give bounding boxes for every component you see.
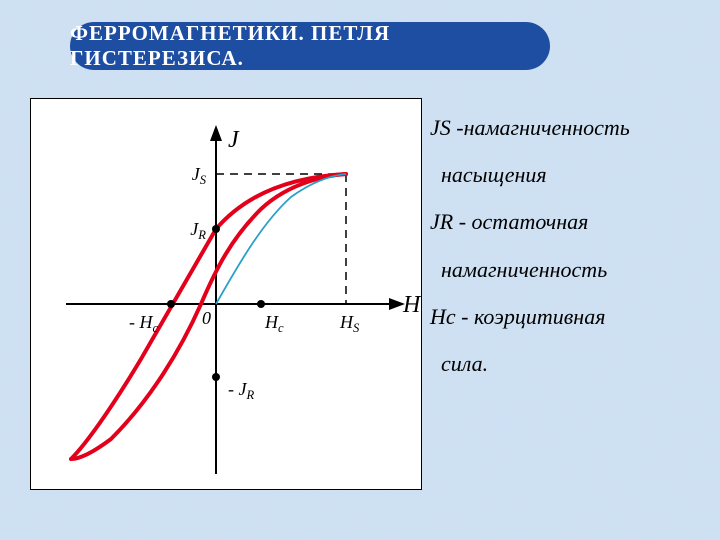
definition-line: JS -намагниченность (430, 110, 710, 145)
definition-line: Hc - коэрцитивная (430, 299, 710, 334)
jr-label: JR (190, 219, 206, 242)
jr-point (212, 225, 220, 233)
hysteresis-svg: J H JS JR - JR Hc - Hc HS 0 (31, 99, 421, 489)
definition-line: JR - остаточная (430, 204, 710, 239)
hs-label: HS (339, 312, 360, 335)
minus-jr-point (212, 373, 220, 381)
definitions-block: JS -намагниченность насыщения JR - остато… (430, 110, 710, 393)
slide-title: ФЕРРОМАГНЕТИКИ. ПЕТЛЯ ГИСТЕРЕЗИСА. (70, 22, 550, 70)
origin-label: 0 (202, 308, 211, 328)
slide-title-text: ФЕРРОМАГНЕТИКИ. ПЕТЛЯ ГИСТЕРЕЗИСА. (70, 21, 550, 71)
definition-line: насыщения (430, 157, 710, 192)
minus-hc-label: - Hc (129, 312, 159, 335)
js-label: JS (192, 164, 207, 187)
hysteresis-chart: J H JS JR - JR Hc - Hc HS 0 (30, 98, 422, 490)
hc-point (257, 300, 265, 308)
j-axis-label: J (228, 127, 240, 153)
definition-line: намагниченность (430, 252, 710, 287)
h-axis-label: H (402, 292, 421, 318)
minus-hc-point (167, 300, 175, 308)
hc-label: Hc (264, 312, 284, 335)
definition-line: сила. (430, 346, 710, 381)
minus-jr-label: - JR (228, 379, 254, 402)
